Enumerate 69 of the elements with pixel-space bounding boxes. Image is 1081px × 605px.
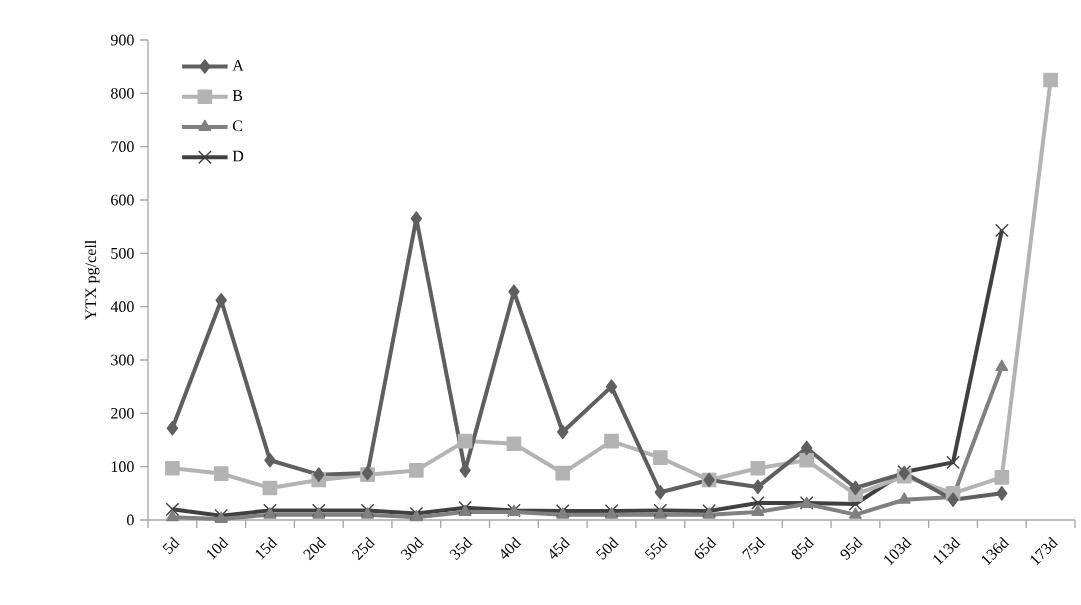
y-tick-label: 0	[127, 514, 134, 526]
point	[799, 452, 814, 468]
point	[653, 507, 667, 519]
point	[605, 379, 618, 394]
point	[557, 424, 569, 440]
point	[165, 460, 180, 476]
point	[1043, 72, 1058, 88]
x-tick-label: 10d	[206, 536, 229, 560]
y-tick-label: 500	[111, 247, 134, 259]
point	[654, 484, 666, 500]
point	[215, 292, 227, 308]
x-tick-label: 95d	[840, 536, 864, 560]
y-tick-label: 200	[111, 407, 134, 419]
point	[262, 480, 278, 496]
point	[897, 492, 911, 504]
x-tick-label: 35d	[449, 536, 473, 560]
point	[849, 480, 862, 496]
legend-label: C	[232, 120, 243, 132]
point	[165, 509, 179, 522]
point	[312, 507, 326, 519]
y-tick-label: 100	[111, 461, 134, 473]
point	[996, 485, 1008, 501]
point	[994, 469, 1010, 485]
x-tick-label: 75d	[742, 536, 766, 560]
y-tick-label: 800	[111, 87, 134, 99]
x-tick-label: 5d	[162, 536, 181, 555]
x-tick-label: 45d	[550, 536, 571, 559]
x-tick-label: 50d	[595, 536, 620, 560]
y-tick-label: 400	[110, 301, 134, 313]
x-tick-label: 85d	[791, 536, 815, 560]
point	[555, 465, 571, 481]
point	[995, 223, 1009, 238]
x-tick-label: 15d	[255, 536, 278, 560]
point	[995, 359, 1009, 371]
x-tick-label: 65d	[694, 536, 717, 559]
y-tick-label: 600	[111, 194, 134, 206]
point	[165, 502, 180, 516]
x-tick-label: 25d	[351, 536, 376, 561]
y-tick-label: 300	[111, 354, 134, 366]
point	[166, 420, 179, 436]
point	[409, 463, 424, 478]
point	[457, 433, 473, 449]
point	[800, 440, 813, 456]
x-tick-label: 40d	[501, 536, 522, 559]
legend-label: D	[232, 150, 244, 162]
x-tick-label: 20d	[303, 536, 327, 561]
point	[947, 492, 959, 508]
point	[751, 504, 765, 516]
point	[752, 479, 764, 495]
point	[604, 433, 619, 449]
point	[213, 466, 229, 481]
point	[361, 507, 375, 519]
point	[263, 507, 277, 519]
x-tick-label: 55d	[644, 536, 669, 560]
legend-label: B	[232, 90, 243, 101]
legend-label: A	[232, 60, 244, 71]
point	[849, 507, 862, 519]
point	[652, 450, 668, 465]
point	[751, 496, 765, 510]
point	[264, 452, 276, 468]
point	[508, 284, 520, 300]
y-axis-title: YTX pg/cell	[84, 240, 100, 321]
point	[313, 467, 325, 482]
x-tick-label: 30d	[400, 536, 425, 560]
point	[946, 455, 960, 470]
y-tick-label: 700	[111, 141, 134, 153]
point	[506, 436, 522, 452]
y-tick-label: 900	[110, 34, 134, 46]
point	[750, 460, 766, 476]
